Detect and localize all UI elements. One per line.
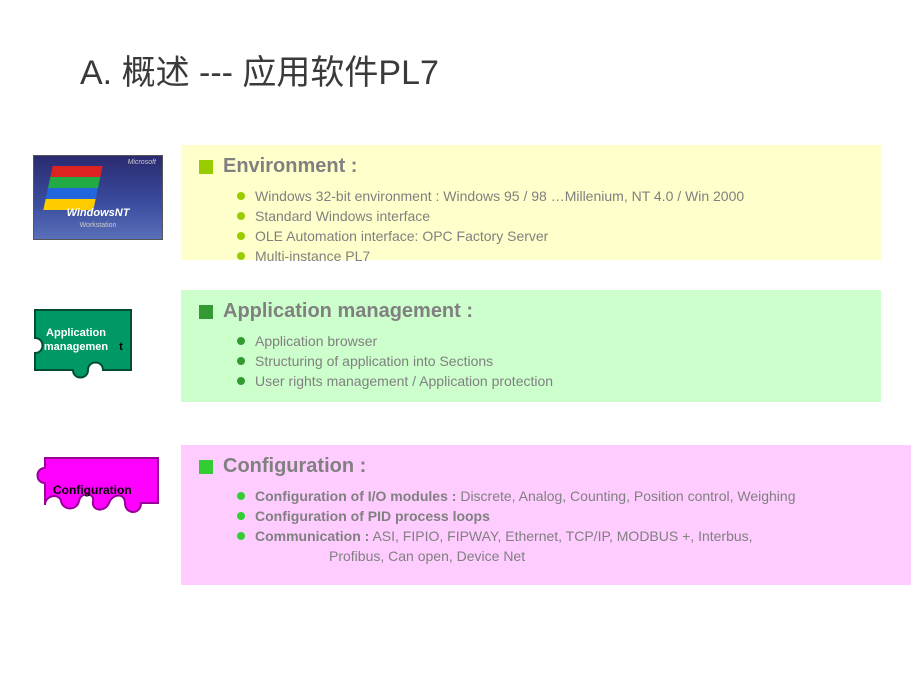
list-item: Configuration of PID process loops bbox=[237, 506, 893, 526]
windows-nt-logo: Microsoft WindowsNT Workstation bbox=[33, 155, 163, 240]
svg-text:Application: Application bbox=[46, 327, 106, 339]
list-item: Structuring of application into Sections bbox=[237, 351, 863, 371]
item-bold: Configuration of PID process loops bbox=[255, 508, 490, 524]
logo-brand: Microsoft bbox=[128, 159, 156, 166]
item-text: OLE Automation interface: OPC Factory Se… bbox=[255, 226, 863, 246]
app-management-box: Application management : Application bro… bbox=[181, 290, 881, 402]
heading-text: Environment : bbox=[223, 155, 357, 178]
slide-title: A. 概述 --- 应用软件PL7 bbox=[80, 45, 439, 94]
item-text: Application browser bbox=[255, 331, 863, 351]
dot-icon bbox=[237, 357, 245, 365]
square-bullet-icon bbox=[199, 160, 213, 174]
dot-icon bbox=[237, 377, 245, 385]
svg-text:managemen: managemen bbox=[44, 341, 108, 353]
square-bullet-icon bbox=[199, 305, 213, 319]
dot-icon bbox=[237, 532, 245, 540]
item-text: Standard Windows interface bbox=[255, 206, 863, 226]
environment-box: Environment : Windows 32-bit environment… bbox=[181, 145, 881, 260]
svg-text:t: t bbox=[119, 341, 123, 353]
item-text: User rights management / Application pro… bbox=[255, 371, 863, 391]
dot-icon bbox=[237, 232, 245, 240]
dot-icon bbox=[237, 192, 245, 200]
continuation-text: Profibus, Can open, Device Net bbox=[199, 546, 893, 566]
list-item: OLE Automation interface: OPC Factory Se… bbox=[237, 226, 863, 246]
dot-icon bbox=[237, 512, 245, 520]
dot-icon bbox=[237, 252, 245, 260]
list-item: Application browser bbox=[237, 331, 863, 351]
item-text: Windows 32-bit environment : Windows 95 … bbox=[255, 186, 863, 206]
dot-icon bbox=[237, 212, 245, 220]
configuration-label: Configuration bbox=[53, 483, 132, 497]
item-rest: ASI, FIPIO, FIPWAY, Ethernet, TCP/IP, MO… bbox=[369, 528, 752, 544]
list-item: Communication : ASI, FIPIO, FIPWAY, Ethe… bbox=[237, 526, 893, 546]
logo-sub: Workstation bbox=[80, 222, 117, 229]
dot-icon bbox=[237, 492, 245, 500]
heading-text: Configuration : bbox=[223, 455, 366, 478]
item-rest: Discrete, Analog, Counting, Position con… bbox=[456, 488, 795, 504]
configuration-puzzle-icon: Configuration bbox=[33, 453, 163, 548]
item-text: Structuring of application into Sections bbox=[255, 351, 863, 371]
environment-heading: Environment : bbox=[199, 155, 863, 178]
item-text: Multi-instance PL7 bbox=[255, 246, 863, 266]
square-bullet-icon bbox=[199, 460, 213, 474]
app-management-heading: Application management : bbox=[199, 300, 863, 323]
list-item: Configuration of I/O modules : Discrete,… bbox=[237, 486, 893, 506]
logo-main: WindowsNT bbox=[67, 207, 130, 219]
item-bold: Configuration of I/O modules : bbox=[255, 488, 456, 504]
item-bold: Communication : bbox=[255, 528, 369, 544]
list-item: User rights management / Application pro… bbox=[237, 371, 863, 391]
list-item: Windows 32-bit environment : Windows 95 … bbox=[237, 186, 863, 206]
list-item: Standard Windows interface bbox=[237, 206, 863, 226]
configuration-heading: Configuration : bbox=[199, 455, 893, 478]
configuration-box: Configuration : Configuration of I/O mod… bbox=[181, 445, 911, 585]
dot-icon bbox=[237, 337, 245, 345]
list-item: Multi-instance PL7 bbox=[237, 246, 863, 266]
app-management-puzzle-icon: Application managemen t bbox=[33, 308, 163, 393]
heading-text: Application management : bbox=[223, 300, 473, 323]
